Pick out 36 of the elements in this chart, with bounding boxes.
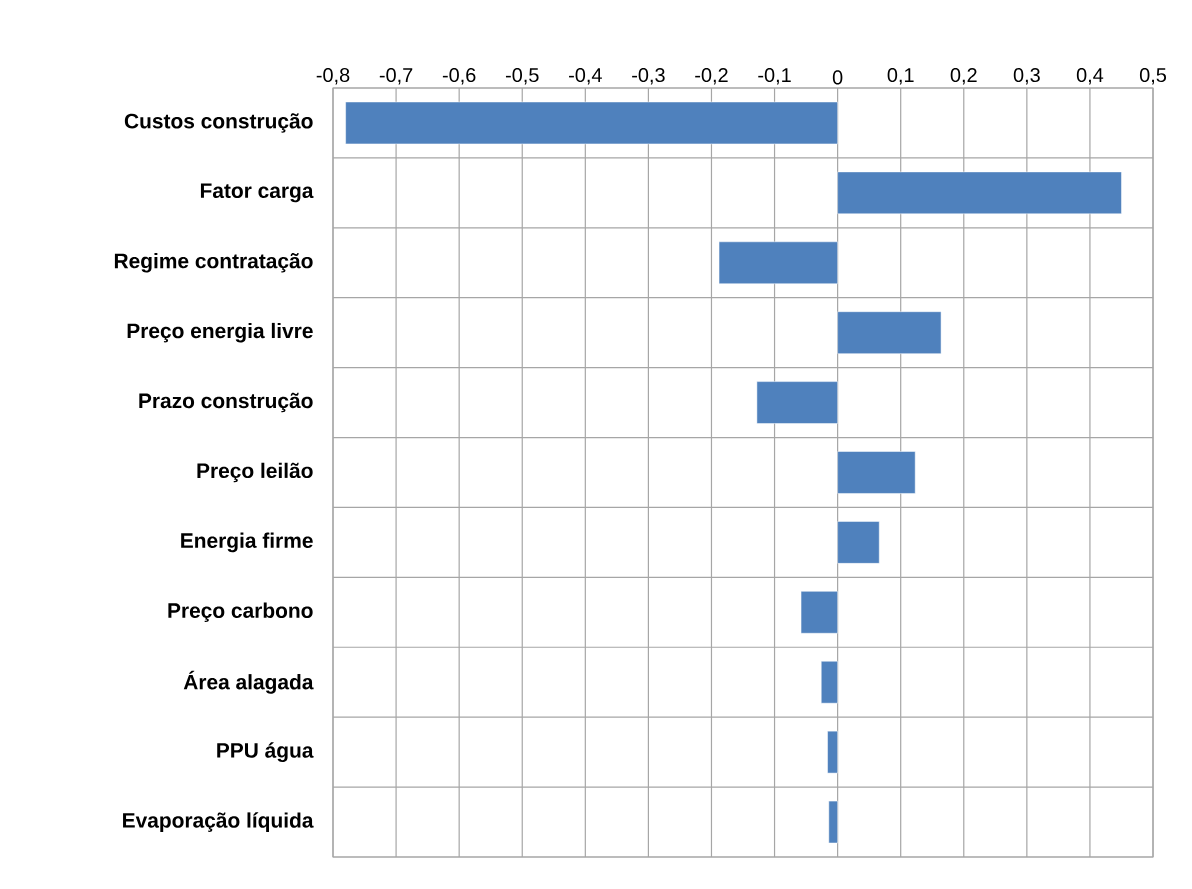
x-tick-label: 0,2	[950, 68, 977, 85]
x-tick-label: 0,4	[1076, 68, 1104, 85]
y-tick-label: Preço energia livre	[127, 322, 313, 343]
bar	[756, 381, 838, 424]
x-tick-label: -0,3	[632, 68, 665, 85]
bar	[837, 451, 916, 494]
bar	[837, 521, 880, 564]
bar	[345, 101, 838, 145]
bar	[837, 311, 942, 354]
x-tick-label: -0,2	[695, 68, 728, 85]
bar	[827, 730, 838, 774]
bar	[820, 661, 838, 704]
x-tick-label: -0,7	[379, 68, 413, 85]
y-tick-label: Prazo construção	[139, 392, 313, 413]
y-tick-label: PPU água	[217, 742, 314, 763]
bar	[828, 800, 838, 844]
x-tick-label: -0,4	[569, 68, 602, 85]
y-tick-label: Evaporação líquida	[123, 812, 314, 832]
x-tick-label: 0	[832, 70, 843, 85]
y-tick-label: Preço leilão	[197, 462, 313, 483]
x-tick-label: -0,6	[442, 68, 476, 85]
x-tick-label: -0,5	[505, 68, 539, 85]
y-tick-label: Energia firme	[181, 532, 313, 553]
bar	[837, 171, 1122, 215]
bar	[718, 241, 838, 284]
x-tick-label: 0,1	[887, 68, 914, 85]
y-tick-label: Regime contratação	[114, 252, 313, 273]
y-tick-label: Custos construção	[124, 113, 313, 133]
y-tick-label: Fator carga	[200, 183, 314, 203]
y-tick-label: Preço carbono	[168, 602, 313, 623]
y-tick-label: Área alagada	[183, 670, 314, 694]
bar	[800, 591, 838, 634]
x-tick-label: -0,8	[316, 68, 350, 85]
x-tick-label: 0,5	[1139, 68, 1167, 85]
x-tick-label: 0,3	[1013, 68, 1040, 85]
x-tick-label: -0,1	[758, 68, 791, 85]
